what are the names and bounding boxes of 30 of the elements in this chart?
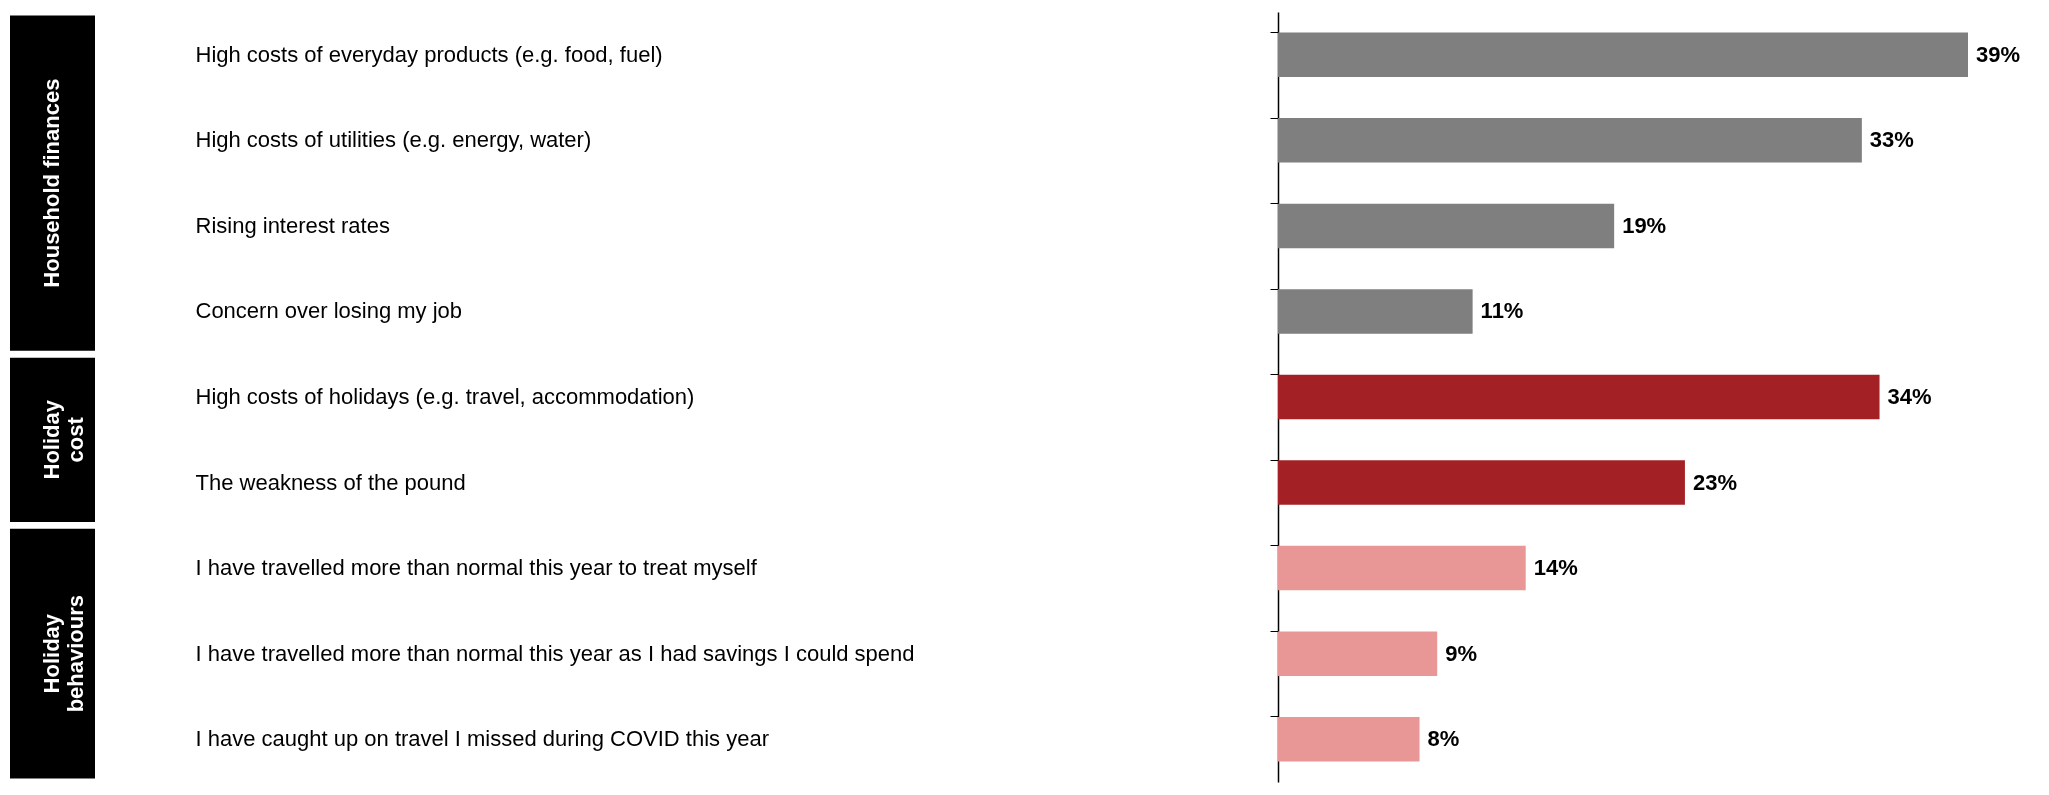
data-label: 23% [1692,469,1737,495]
data-label: 19% [1622,212,1667,238]
y-tick-label: High costs of utilities (e.g. energy, water) [195,127,592,153]
text: Holiday behaviours [39,594,88,713]
y-tick-label: Rising interest rates [195,212,390,238]
text: Household finances [39,78,64,288]
y-tick-label: Concern over losing my job [195,298,463,324]
bar [1278,289,1473,334]
y-tick-label: I have travelled more than normal this year to treat myself [195,555,758,581]
y-tick-label: I have travelled more than normal this year as I had savings I could spend [195,640,915,666]
data-label: 11% [1480,298,1524,324]
y-tick-label: I have caught up on travel I missed during COVID this year [195,726,770,752]
data-label: 8% [1427,726,1460,752]
y-tick-label: High costs of everyday products (e.g. food, fuel) [195,41,663,67]
bar [1278,460,1685,505]
data-label: 39% [1976,41,2021,67]
data-label: 34% [1887,384,1932,409]
bar [1278,32,1968,78]
y-tick-label: The weakness of the pound [195,469,466,495]
bar [1278,203,1615,249]
data-label: 33% [1869,127,1914,153]
bar [1278,716,1420,762]
bar [1278,631,1438,676]
text: Holiday cost [39,399,88,480]
data-label: 14% [1533,555,1578,581]
bar [1278,118,1862,163]
data-label: 9% [1445,640,1478,666]
bar [1278,374,1880,420]
y-tick-label: High costs of holidays (e.g. travel, accommodation) [195,384,695,409]
bar [1278,545,1526,591]
